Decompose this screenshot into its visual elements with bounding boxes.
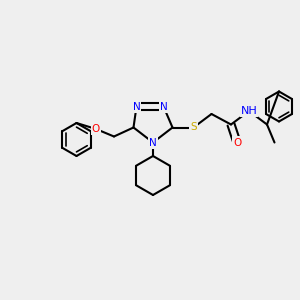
Text: O: O — [233, 137, 241, 148]
Text: N: N — [133, 101, 140, 112]
Text: O: O — [92, 124, 100, 134]
Text: N: N — [149, 137, 157, 148]
Text: N: N — [160, 101, 167, 112]
Text: S: S — [190, 122, 197, 133]
Text: NH: NH — [241, 106, 257, 116]
